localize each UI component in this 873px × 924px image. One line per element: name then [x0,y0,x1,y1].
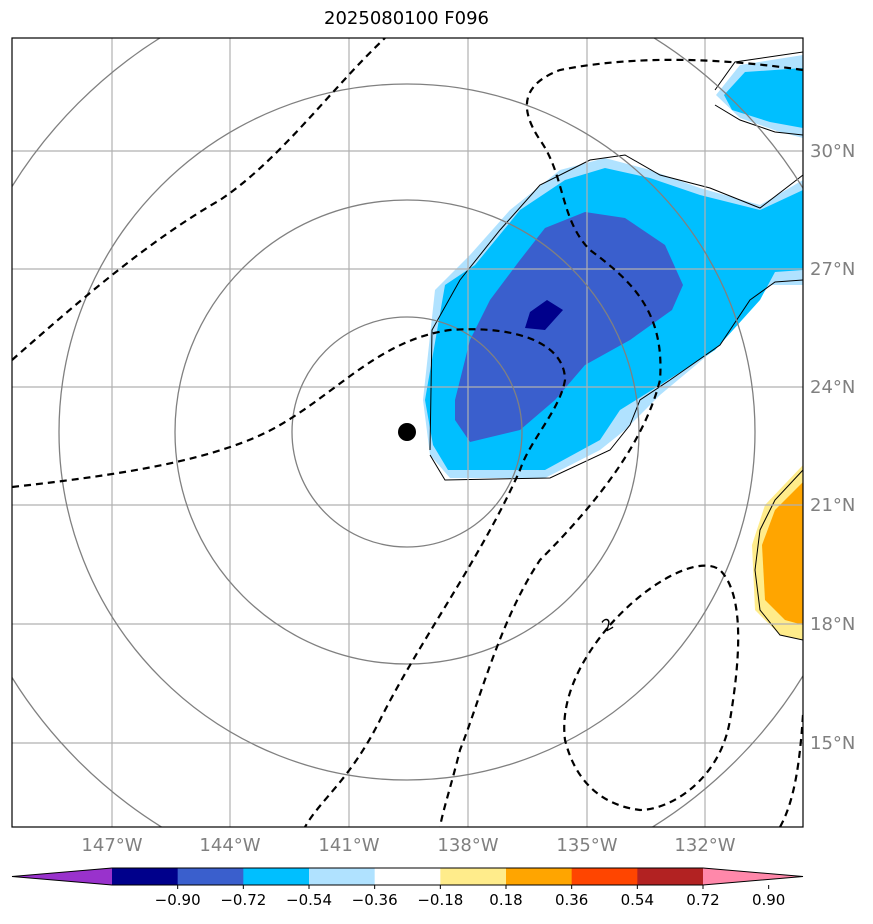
colorbar-extend-high [703,868,803,885]
lat-label: 18°N [810,614,855,635]
colorbar-segment [637,868,704,885]
positive-anomaly-fill [752,465,803,640]
lat-label: 15°N [810,733,855,754]
colorbar-segment [571,868,638,885]
map-title: 2025080100 F096 [324,8,489,29]
lon-label: 141°W [318,835,379,856]
lon-label: 138°W [437,835,498,856]
colorbar-segment [243,868,310,885]
colorbar-segment [112,868,179,885]
map-border [11,37,804,828]
latitude-labels: 30°N 27°N 24°N 21°N 18°N 15°N [810,141,855,754]
lat-label: 27°N [810,259,855,280]
lon-label: 144°W [199,835,260,856]
colorbar-segment [440,868,507,885]
colorbar-tick-label: −0.18 [417,891,463,909]
colorbar-outline [11,867,804,886]
negative-anomaly-fill [423,55,803,478]
graticule [12,38,803,827]
dashed-contours [12,38,803,827]
colorbar-tick-label: −0.36 [352,891,398,909]
colorbar-segment [506,868,573,885]
lat-label: 30°N [810,141,855,162]
colorbar-tick-label: −0.90 [155,891,201,909]
colorbar-segment [374,868,441,885]
colorbar-extend-low [12,868,112,885]
colorbar-tick-label: 0.36 [555,891,588,909]
range-rings [12,38,803,827]
colorbar-tick-label: 0.54 [621,891,654,909]
plot-area: 2 [12,38,803,827]
colorbar-segment [177,868,244,885]
colorbar-tick-label: 0.72 [686,891,719,909]
colorbar-tick-label: 0.90 [752,891,785,909]
colorbar: −0.90 −0.72 −0.54 −0.36 −0.18 0.18 0.36 0.54 0.7… [11,867,804,909]
longitude-labels: 147°W 144°W 141°W 138°W 135°W 132°W [81,835,735,856]
lon-label: 147°W [81,835,142,856]
lat-label: 24°N [810,377,855,398]
storm-center-marker [398,423,416,441]
lat-label: 21°N [810,495,855,516]
colorbar-segment [309,868,376,885]
colorbar-tick-label: 0.18 [489,891,522,909]
lon-label: 132°W [674,835,735,856]
colorbar-tick-label: −0.72 [220,891,266,909]
colorbar-tick-label: −0.54 [286,891,332,909]
lon-label: 135°W [556,835,617,856]
